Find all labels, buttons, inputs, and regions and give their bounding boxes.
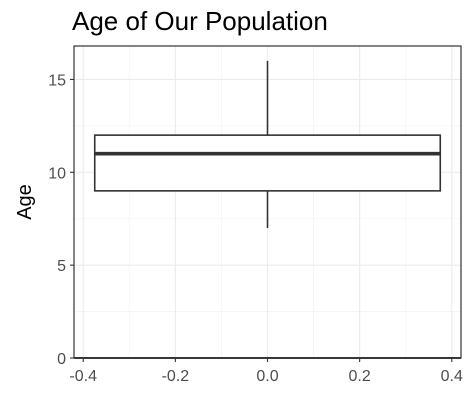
marks-layer [74,60,461,359]
y-tick-label: 0 [57,351,66,368]
y-axis-title: Age [14,184,36,220]
chart-title: Age of Our Population [72,6,328,36]
x-tick-label: 0.4 [441,368,463,385]
x-tick-label: 0.2 [349,368,371,385]
iqr-box [93,134,442,192]
x-tick-label: -0.2 [162,368,190,385]
y-tick-label: 10 [48,165,66,182]
x-tick-label: 0.0 [256,368,278,385]
axis-layer: -0.4 -0.2 0.0 0.2 0.4 0 5 10 15 [48,72,463,385]
x-tick-label: -0.4 [69,368,97,385]
y-tick-label: 5 [57,258,66,275]
y-tick-label: 15 [48,72,66,89]
